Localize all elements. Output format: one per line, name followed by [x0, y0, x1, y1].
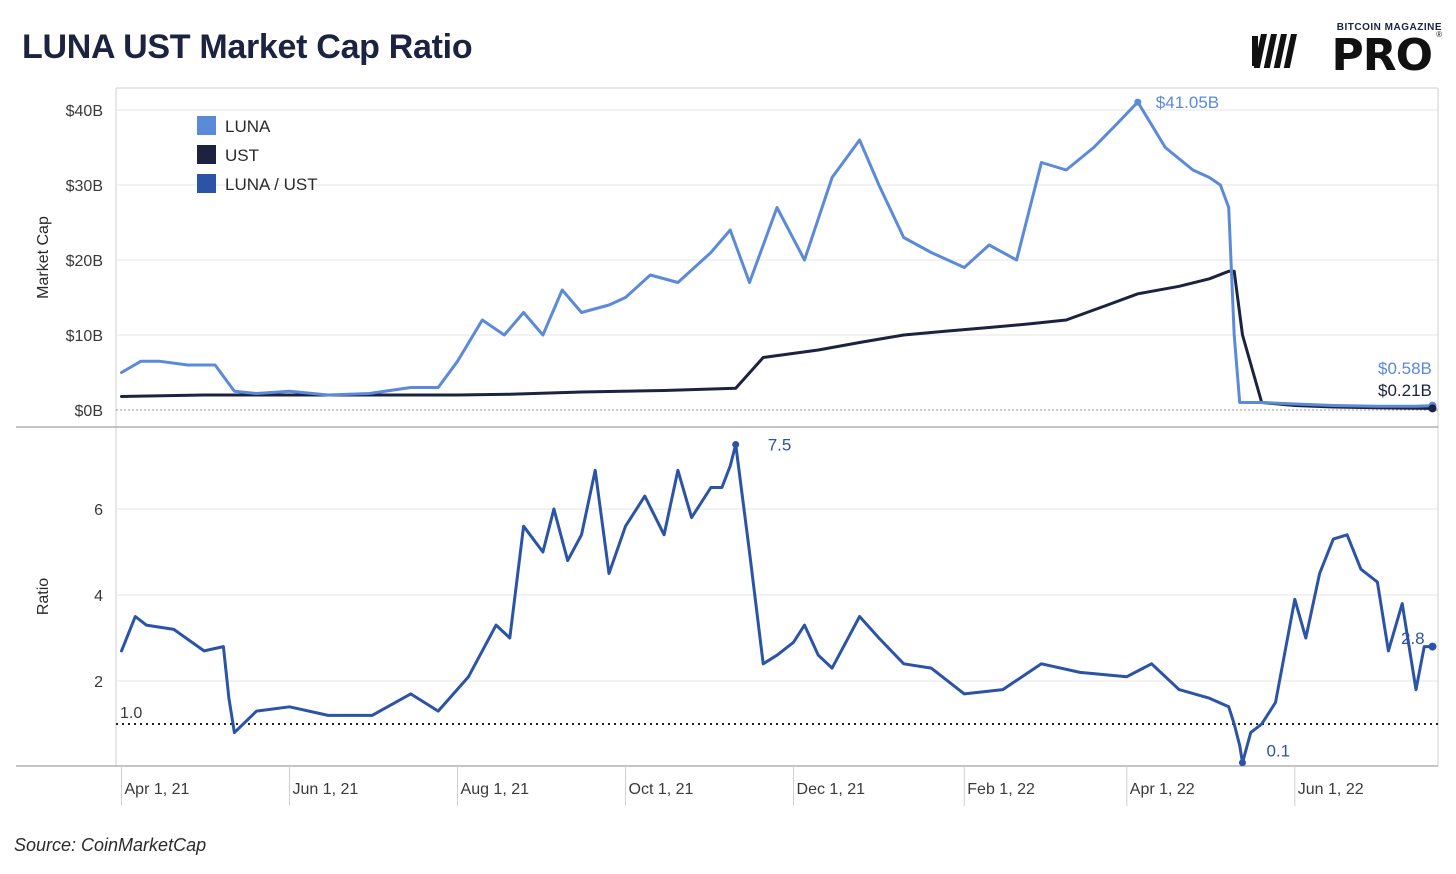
ratio-y-ticks: 2 4 6 — [94, 502, 103, 691]
market-cap-axis-label: Market Cap — [35, 216, 52, 299]
x-tick-label: Apr 1, 22 — [1130, 781, 1195, 798]
ratio-axis-label: Ratio — [35, 578, 52, 615]
bitcoin-magazine-pro-logo: BITCOIN MAGAZINE PRO ® — [1252, 18, 1442, 81]
y-tick-label: 4 — [94, 588, 103, 605]
logo-main-text: PRO — [1331, 30, 1433, 81]
ratio-end-dot — [1428, 642, 1437, 651]
ratio-peak-dot — [732, 441, 740, 448]
legend-swatch-luna — [197, 116, 216, 135]
logo-top-text: BITCOIN MAGAZINE — [1336, 22, 1442, 33]
y-tick-label: $0B — [75, 403, 103, 420]
x-tick-label: Oct 1, 21 — [629, 781, 694, 798]
chart-title: LUNA UST Market Cap Ratio — [22, 28, 473, 66]
ratio-peak-label: 7.5 — [768, 436, 792, 455]
legend-swatch-ust — [197, 145, 216, 164]
x-tick-label: Apr 1, 21 — [125, 781, 190, 798]
chart-frame — [16, 87, 1439, 767]
legend-label: UST — [225, 146, 259, 165]
source-note: Source: CoinMarketCap — [14, 835, 207, 855]
x-tick-label: Dec 1, 21 — [797, 781, 866, 798]
x-axis-ticks: Apr 1, 21 Jun 1, 21 Aug 1, 21 Oct 1, 21 Dec … — [121, 766, 1364, 806]
ratio-gridlines — [116, 508, 1438, 682]
y-tick-label: 2 — [94, 674, 103, 691]
y-tick-label: $40B — [66, 103, 103, 120]
y-tick-label: $20B — [66, 253, 103, 270]
legend-label: LUNA — [225, 117, 271, 136]
ratio-end-label: 2.8 — [1401, 629, 1425, 648]
ust-end-dot — [1428, 404, 1437, 413]
luna-peak-label: $41.05B — [1156, 93, 1219, 112]
ratio-trough-dot — [1238, 759, 1246, 767]
legend-swatch-luna-ust — [197, 174, 216, 193]
y-tick-label: 6 — [94, 502, 103, 519]
reference-line-label: 1.0 — [120, 705, 142, 722]
logo-registered-mark: ® — [1436, 30, 1442, 39]
y-tick-label: $10B — [66, 328, 103, 345]
x-tick-label: Aug 1, 21 — [461, 781, 530, 798]
series-lines — [116, 98, 1438, 767]
ust-series-line — [120, 269, 1434, 410]
legend: LUNA UST LUNA / UST — [197, 116, 318, 194]
x-tick-label: Feb 1, 22 — [967, 781, 1035, 798]
y-axis-labels: Market Cap Ratio — [35, 216, 52, 615]
y-tick-label: $30B — [66, 178, 103, 195]
annotations: 1.0 $41.05B 7.5 0.1 $0.58B $0.21B 2.8 — [120, 93, 1432, 761]
ratio-series-line — [120, 443, 1434, 765]
x-tick-label: Jun 1, 22 — [1298, 781, 1364, 798]
luna-series-line — [120, 100, 1434, 408]
ust-end-label: $0.21B — [1378, 381, 1432, 400]
x-tick-label: Jun 1, 21 — [293, 781, 359, 798]
luna-end-label: $0.58B — [1378, 359, 1432, 378]
luna-peak-dot — [1134, 98, 1142, 106]
logo-bars-icon — [1252, 34, 1297, 68]
ratio-trough-label: 0.1 — [1266, 742, 1290, 761]
market-cap-y-ticks: $0B $10B $20B $30B $40B — [66, 103, 103, 420]
market-cap-gridlines — [116, 109, 1438, 411]
legend-label: LUNA / UST — [225, 175, 318, 194]
